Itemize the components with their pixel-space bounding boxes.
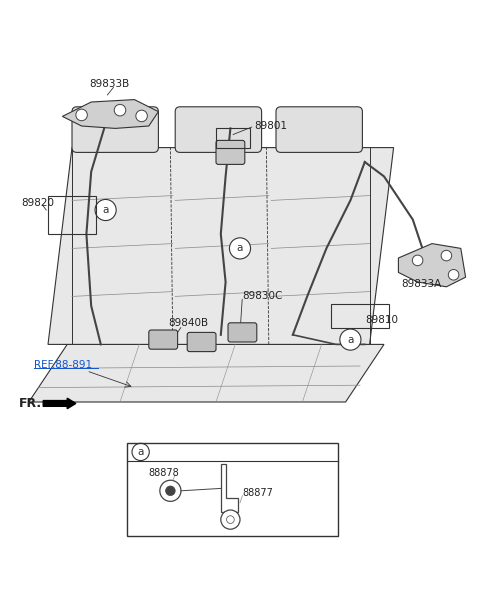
Circle shape: [340, 329, 361, 350]
Text: a: a: [347, 335, 354, 345]
Polygon shape: [48, 147, 394, 345]
FancyBboxPatch shape: [228, 323, 257, 342]
Text: 89801: 89801: [254, 121, 288, 131]
Text: 89830C: 89830C: [242, 291, 283, 301]
FancyArrow shape: [43, 398, 76, 409]
FancyBboxPatch shape: [276, 107, 362, 152]
Text: 89810: 89810: [365, 315, 398, 326]
Text: a: a: [102, 205, 109, 215]
Text: 89833A: 89833A: [401, 280, 441, 289]
Text: REF.88-891: REF.88-891: [34, 360, 92, 370]
Bar: [127, 443, 338, 536]
Circle shape: [229, 238, 251, 259]
FancyBboxPatch shape: [216, 140, 245, 165]
Circle shape: [136, 110, 147, 122]
Circle shape: [95, 200, 116, 220]
Circle shape: [412, 255, 423, 266]
Circle shape: [114, 105, 126, 116]
FancyBboxPatch shape: [149, 330, 178, 349]
FancyBboxPatch shape: [72, 107, 158, 152]
Polygon shape: [398, 244, 466, 287]
Bar: [216, 129, 250, 147]
Circle shape: [160, 480, 181, 501]
Circle shape: [441, 250, 452, 261]
Text: a: a: [137, 447, 144, 457]
Circle shape: [448, 269, 459, 280]
FancyBboxPatch shape: [187, 332, 216, 352]
Text: 88877: 88877: [242, 488, 273, 498]
Polygon shape: [29, 345, 384, 402]
Text: 89840B: 89840B: [168, 318, 208, 328]
Polygon shape: [62, 100, 158, 129]
Circle shape: [76, 109, 87, 121]
Bar: [331, 304, 389, 327]
Text: 89820: 89820: [22, 198, 55, 208]
Circle shape: [132, 443, 149, 461]
Circle shape: [221, 510, 240, 529]
Text: 89833B: 89833B: [89, 79, 129, 89]
Bar: [48, 196, 96, 234]
Text: 88878: 88878: [149, 468, 180, 477]
FancyBboxPatch shape: [175, 107, 262, 152]
Text: FR.: FR.: [19, 397, 42, 410]
Text: a: a: [237, 244, 243, 253]
Circle shape: [166, 486, 175, 496]
